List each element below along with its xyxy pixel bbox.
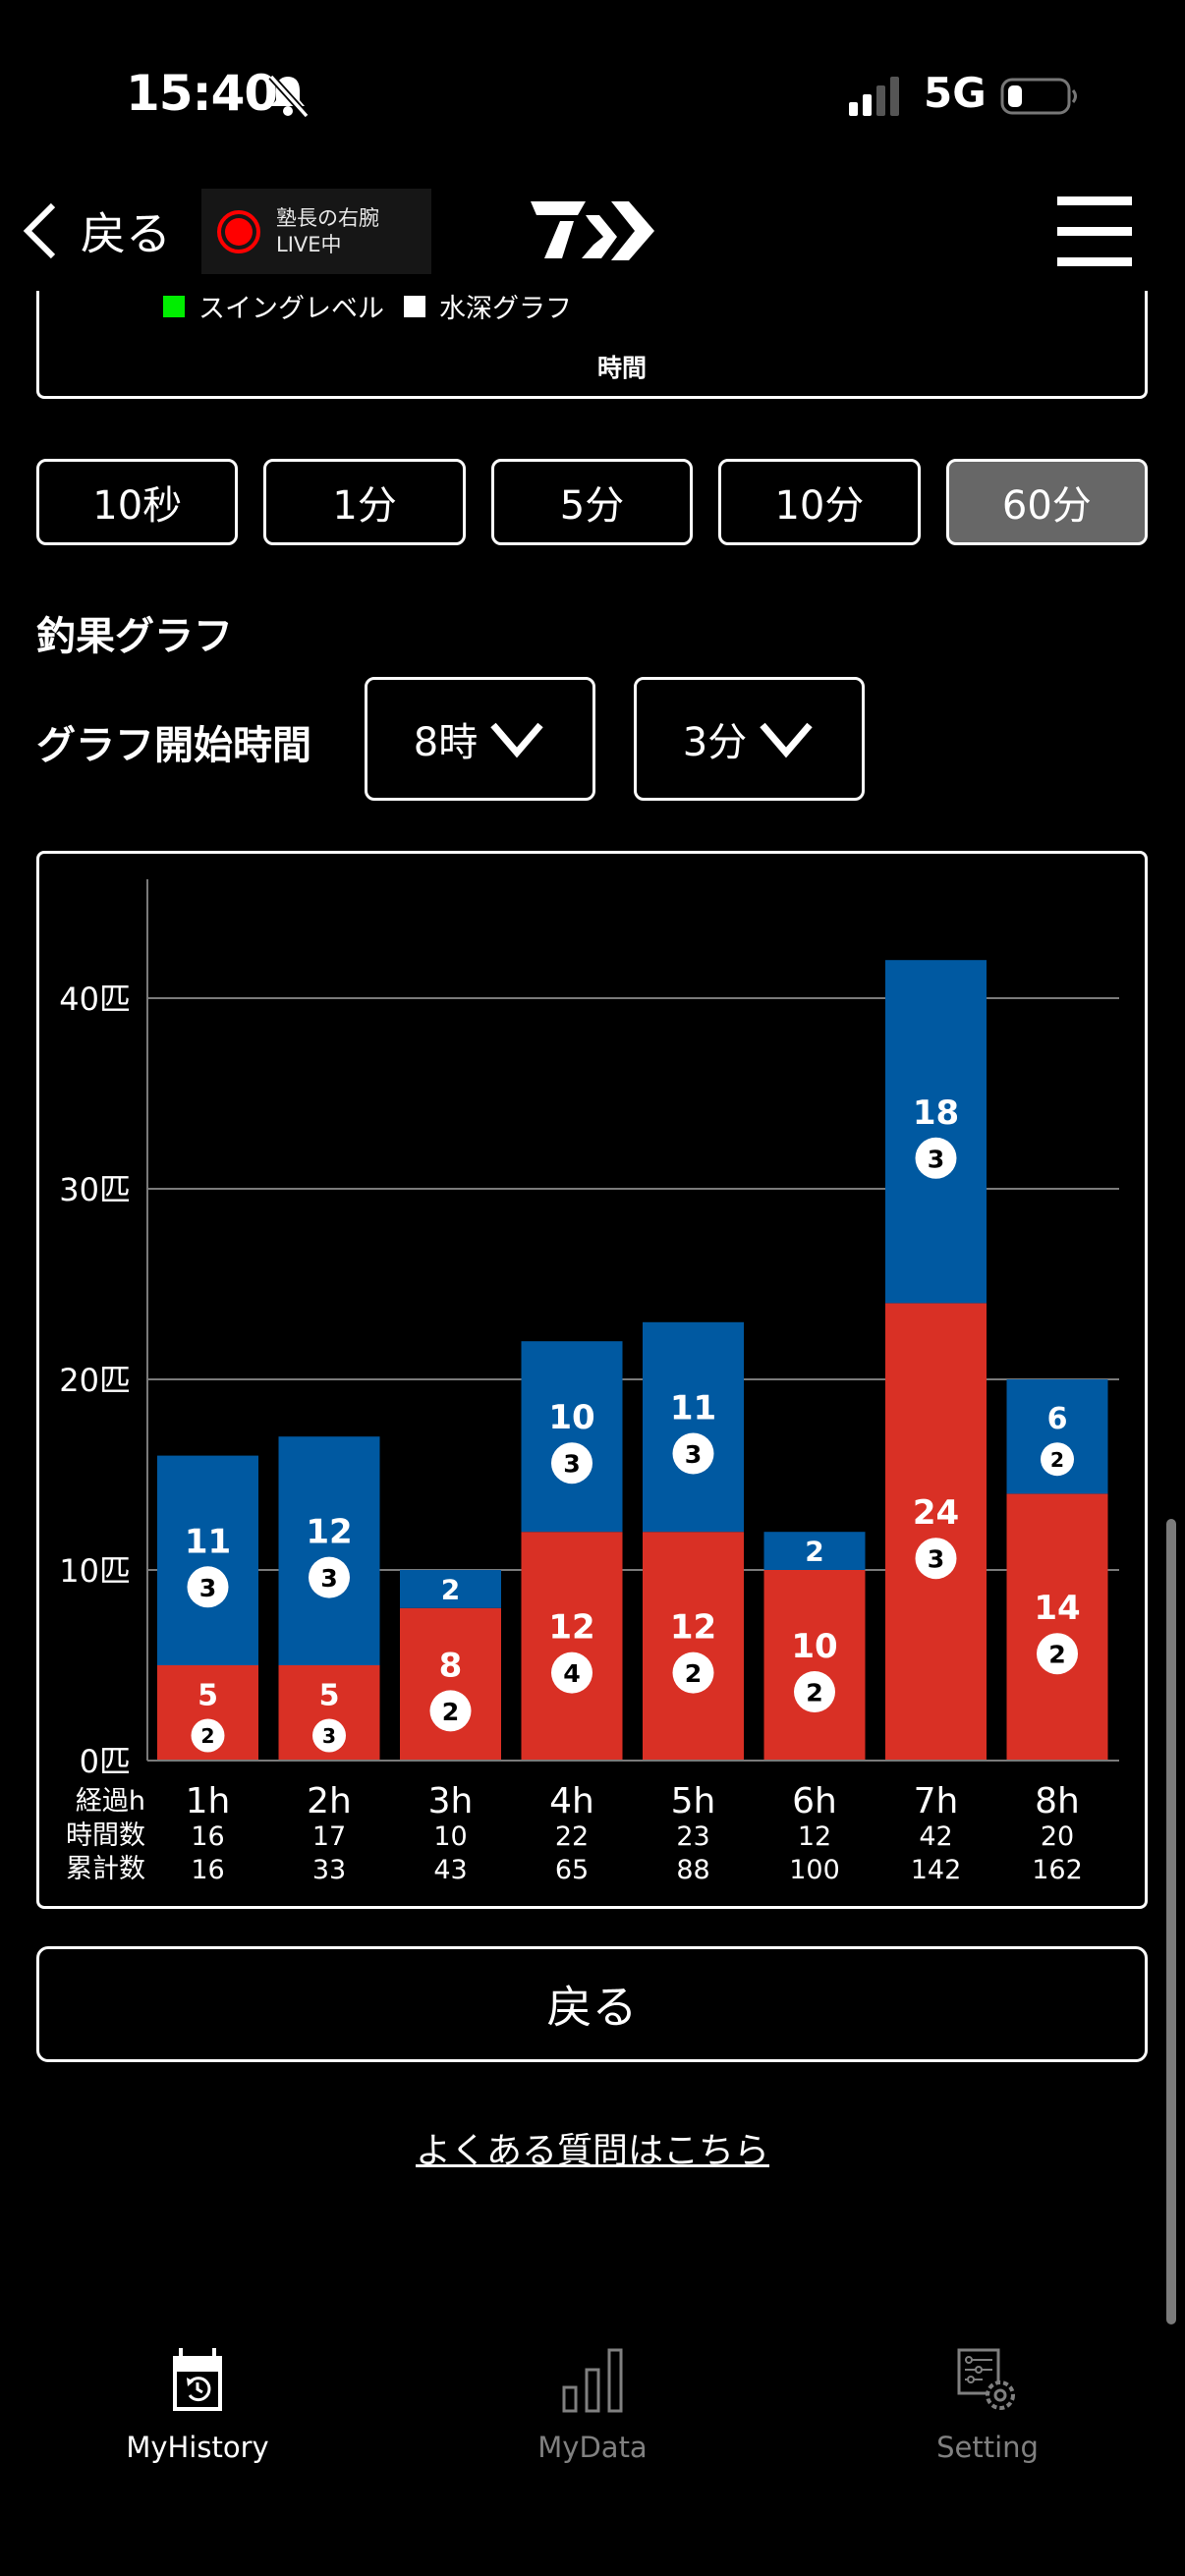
tab-label-mydata: MyData <box>537 2431 648 2464</box>
back-button[interactable]: 戻る <box>36 1946 1148 2062</box>
interval-10m-button[interactable]: 10分 <box>718 459 921 545</box>
start-minute-select[interactable]: 3分 <box>634 677 865 801</box>
start-minute-value: 3分 <box>682 720 748 765</box>
legend-label-swing: スイングレベル <box>198 294 384 324</box>
chevron-down-icon <box>760 722 813 758</box>
tab-setting[interactable]: Setting <box>790 2348 1185 2466</box>
start-hour-select[interactable]: 8時 <box>365 677 595 801</box>
previous-chart-xlabel: 時間 <box>596 354 647 382</box>
tab-mydata[interactable]: MyData <box>395 2348 790 2466</box>
status-time: 15:40 <box>126 65 278 122</box>
nav-back-label: 戻る <box>81 207 171 260</box>
interval-5m-button[interactable]: 5分 <box>490 459 694 545</box>
live-badge[interactable]: 塾長の右腕 LIVE中 <box>201 189 431 274</box>
signal-icon <box>849 77 899 116</box>
faq-link[interactable]: よくある質問はこちら <box>415 2131 769 2171</box>
legend-label-depth: 水深グラフ <box>439 294 572 324</box>
tab-bar: MyHistory MyData Setting <box>0 2348 1185 2466</box>
section-title: 釣果グラフ <box>36 614 233 659</box>
tab-label-setting: Setting <box>936 2431 1039 2464</box>
bell-slash-icon <box>268 74 310 119</box>
interval-10s-button[interactable]: 10秒 <box>36 459 239 545</box>
daiwa-logo <box>531 201 654 260</box>
nav-back-button[interactable]: 戻る <box>20 196 171 265</box>
chevron-down-icon <box>490 722 543 758</box>
legend-swatch-depth <box>404 295 425 317</box>
legend-swatch-swing <box>163 295 185 317</box>
start-time-label: グラフ開始時間 <box>36 723 311 768</box>
interval-60m-button[interactable]: 60分 <box>945 459 1149 545</box>
bar-chart-icon <box>562 2348 623 2413</box>
network-type: 5G <box>924 69 987 117</box>
hamburger-menu-icon[interactable] <box>1057 196 1132 266</box>
catch-chart-frame <box>36 851 1148 1909</box>
previous-chart-frame <box>36 291 1148 399</box>
calendar-history-icon <box>173 2348 222 2411</box>
interval-selector: 10秒 1分 5分 10分 60分 <box>36 459 1149 545</box>
live-status: LIVE中 <box>276 232 342 256</box>
previous-chart-legend: スイングレベル 水深グラフ <box>163 287 572 325</box>
tab-myhistory[interactable]: MyHistory <box>0 2348 395 2466</box>
battery-icon <box>1000 78 1077 115</box>
start-hour-value: 8時 <box>413 720 479 765</box>
chevron-left-icon <box>23 202 56 259</box>
tab-label-myhistory: MyHistory <box>126 2431 269 2464</box>
live-record-icon <box>217 209 260 253</box>
live-title: 塾長の右腕 <box>276 205 379 230</box>
scrollbar[interactable] <box>1166 1519 1176 2324</box>
settings-gear-icon <box>957 2348 1015 2410</box>
interval-1m-button[interactable]: 1分 <box>263 459 466 545</box>
